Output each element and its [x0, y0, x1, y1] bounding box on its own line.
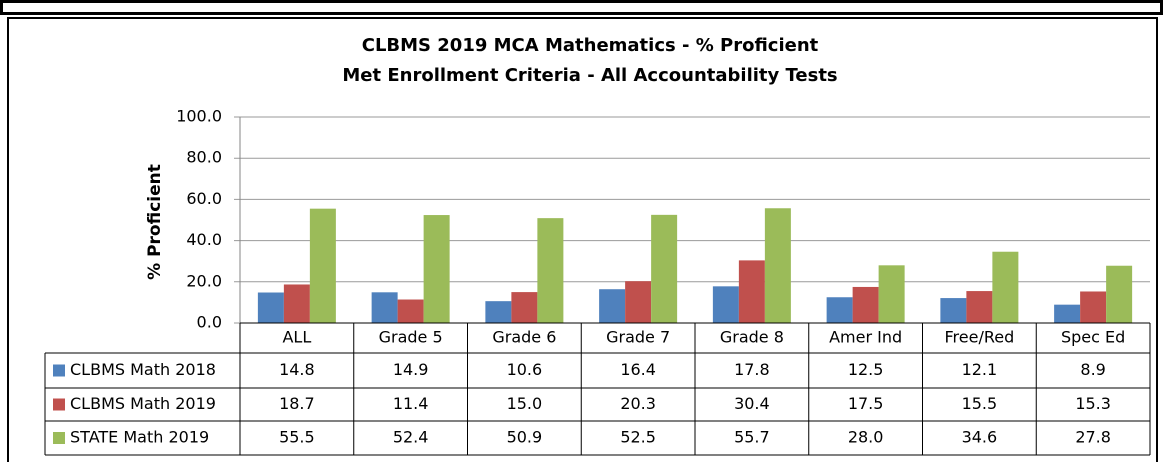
bar — [1080, 291, 1107, 323]
table-cell: 17.8 — [734, 360, 770, 379]
table-cell: 50.9 — [507, 428, 543, 447]
bar — [511, 292, 538, 323]
table-cell: 12.1 — [962, 360, 998, 379]
y-tick-label: 20.0 — [186, 271, 222, 290]
bar — [423, 215, 450, 323]
table-cell: 30.4 — [734, 394, 770, 413]
bar — [371, 292, 398, 323]
bar — [283, 284, 310, 323]
x-tick-label: Grade 8 — [720, 328, 784, 347]
table-cell: 11.4 — [393, 394, 429, 413]
table-cell: 55.5 — [279, 428, 315, 447]
legend-key — [53, 432, 65, 444]
table-cell: 28.0 — [848, 428, 884, 447]
table-cell: 15.0 — [507, 394, 543, 413]
x-tick-label: Amer Ind — [829, 328, 902, 347]
legend-label: CLBMS Math 2019 — [70, 394, 216, 413]
table-cell: 12.5 — [848, 360, 884, 379]
bar — [257, 292, 284, 323]
x-tick-label: Grade 5 — [379, 328, 443, 347]
x-tick-label: Free/Red — [945, 328, 1015, 347]
bar — [826, 297, 853, 323]
x-tick-label: Grade 7 — [606, 328, 670, 347]
y-tick-label: 80.0 — [186, 148, 222, 167]
bar — [712, 286, 739, 323]
chart-subtitle: Met Enrollment Criteria - All Accountabi… — [342, 65, 837, 86]
table-cell: 52.4 — [393, 428, 429, 447]
bar — [397, 299, 424, 323]
bar — [852, 286, 879, 323]
y-tick-label: 40.0 — [186, 230, 222, 249]
table-cell: 15.5 — [962, 394, 998, 413]
y-tick-label: 100.0 — [176, 107, 222, 126]
bar — [309, 208, 336, 323]
table-cell: 15.3 — [1075, 394, 1111, 413]
frame-top — [0, 0, 1163, 15]
bar — [625, 281, 652, 323]
table-cell: 55.7 — [734, 428, 770, 447]
bar — [537, 218, 564, 323]
x-tick-label: Grade 6 — [492, 328, 556, 347]
chart-title: CLBMS 2019 MCA Mathematics - % Proficien… — [362, 35, 819, 56]
table-cell: 34.6 — [962, 428, 998, 447]
table-cell: 52.5 — [620, 428, 656, 447]
table-cell: 20.3 — [620, 394, 656, 413]
y-tick-label: 0.0 — [197, 313, 222, 332]
table-cell: 10.6 — [507, 360, 543, 379]
table-cell: 8.9 — [1080, 360, 1105, 379]
bar — [599, 289, 626, 323]
bar — [1106, 265, 1133, 323]
x-tick-label: Spec Ed — [1061, 328, 1125, 347]
y-axis-label: % Proficient — [145, 164, 165, 280]
legend-key — [53, 398, 65, 411]
bar — [878, 265, 905, 323]
table-cell: 16.4 — [620, 360, 656, 379]
table-cell: 14.9 — [393, 360, 429, 379]
table-cell: 17.5 — [848, 394, 884, 413]
bar — [485, 301, 512, 323]
table-cell: 14.8 — [279, 360, 315, 379]
bar — [738, 260, 765, 323]
bar — [651, 214, 678, 323]
y-tick-label: 60.0 — [186, 189, 222, 208]
chart-border — [7, 17, 1158, 462]
bar — [764, 208, 791, 323]
bar — [940, 298, 967, 323]
bar — [966, 291, 993, 323]
legend-key — [53, 364, 65, 377]
legend-label: CLBMS Math 2018 — [70, 360, 216, 379]
legend-label: STATE Math 2019 — [70, 428, 209, 447]
bar — [992, 251, 1019, 323]
table-cell: 18.7 — [279, 394, 315, 413]
x-tick-label: ALL — [282, 328, 311, 347]
table-cell: 27.8 — [1075, 428, 1111, 447]
bar — [1054, 304, 1081, 323]
